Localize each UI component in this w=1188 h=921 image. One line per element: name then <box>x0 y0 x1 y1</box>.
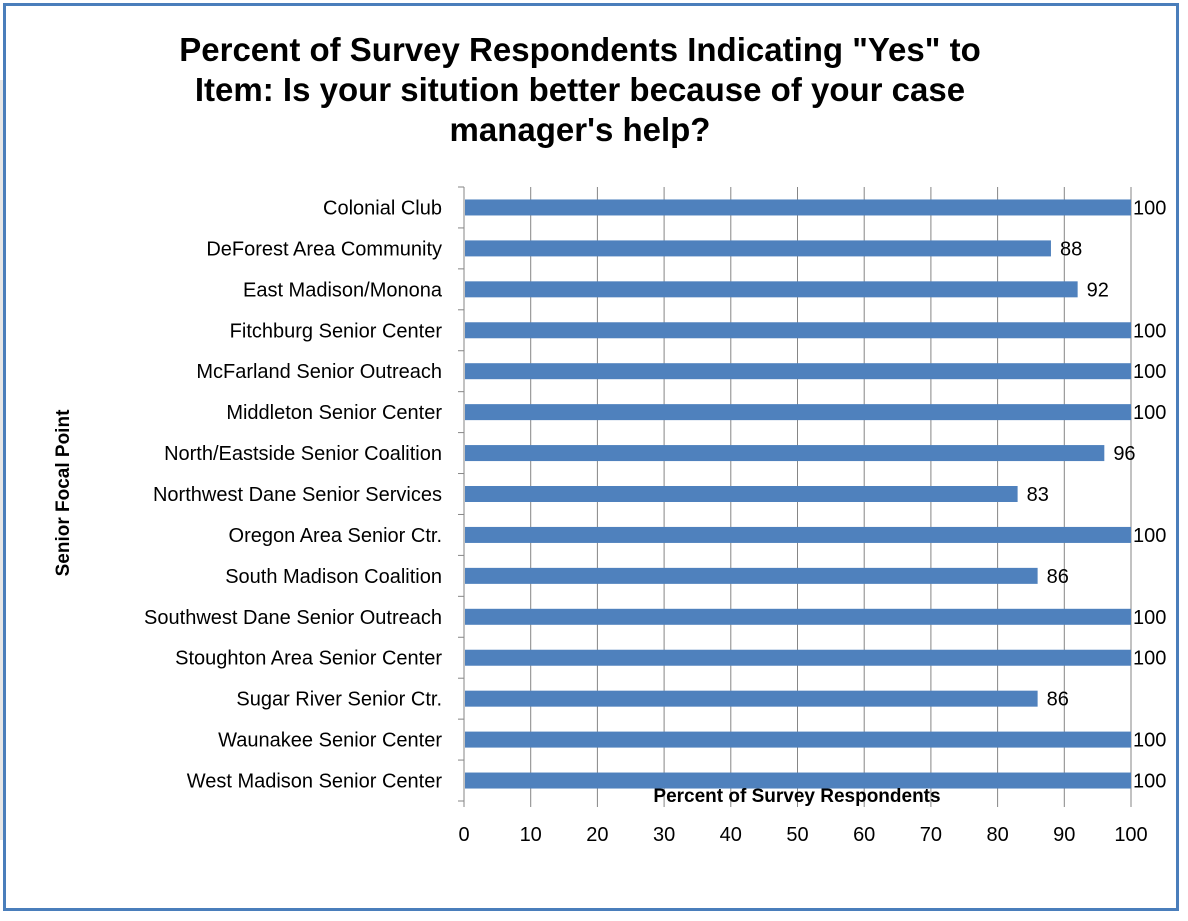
bar <box>465 281 1078 298</box>
data-label: 100 <box>1133 771 1166 793</box>
bar <box>465 772 1131 789</box>
data-label: 83 <box>1027 484 1049 506</box>
category-label: Colonial Club <box>323 197 442 219</box>
category-label: McFarland Senior Outreach <box>196 361 442 383</box>
category-label: South Madison Coalition <box>225 566 442 588</box>
data-label: 100 <box>1133 361 1166 383</box>
data-label: 88 <box>1060 238 1082 260</box>
chart-title: Percent of Survey Respondents Indicating… <box>120 30 1040 150</box>
bar <box>465 322 1131 339</box>
data-label: 100 <box>1133 730 1166 752</box>
category-label: Sugar River Senior Ctr. <box>236 689 442 711</box>
bars <box>465 199 1131 789</box>
x-tick-label: 0 <box>458 824 469 846</box>
bar <box>465 731 1131 748</box>
category-label: DeForest Area Community <box>206 238 442 260</box>
labels: 0 10 20 30 40 50 60 70 80 90 100 Colonial Club 100 De… <box>144 197 1166 846</box>
frame-shadow <box>0 80 3 840</box>
axes <box>458 186 1132 807</box>
data-label: 100 <box>1133 607 1166 629</box>
y-axis-title: Senior Focal Point <box>53 409 74 576</box>
bar <box>465 649 1131 666</box>
category-label: Southwest Dane Senior Outreach <box>144 607 442 629</box>
category-label: Waunakee Senior Center <box>218 730 442 752</box>
bar <box>465 363 1131 380</box>
bar <box>465 240 1051 257</box>
data-label: 86 <box>1047 566 1069 588</box>
category-label: Middleton Senior Center <box>226 402 442 424</box>
bar <box>465 199 1131 216</box>
data-label: 92 <box>1087 279 1109 301</box>
data-label: 86 <box>1047 689 1069 711</box>
category-label: West Madison Senior Center <box>187 771 443 793</box>
x-tick-label: 60 <box>853 824 875 846</box>
x-tick-label: 30 <box>653 824 675 846</box>
bar <box>465 690 1038 707</box>
x-tick-label: 100 <box>1114 824 1147 846</box>
category-label: Fitchburg Senior Center <box>230 320 443 342</box>
data-label: 100 <box>1133 402 1166 424</box>
category-label: North/Eastside Senior Coalition <box>164 443 442 465</box>
x-tick-label: 50 <box>786 824 808 846</box>
chart-title-line-2: Item: Is your sitution better because of… <box>194 71 966 108</box>
data-label: 100 <box>1133 320 1166 342</box>
category-label: Oregon Area Senior Ctr. <box>229 525 442 547</box>
category-label: Northwest Dane Senior Services <box>153 484 442 506</box>
x-tick-label: 40 <box>720 824 742 846</box>
x-tick-label: 20 <box>586 824 608 846</box>
bar <box>465 567 1038 584</box>
x-tick-label: 70 <box>920 824 942 846</box>
x-axis-title: Percent of Survey Respondents <box>653 786 940 807</box>
chart-title-line-3: manager's help? <box>449 111 711 148</box>
data-label: 96 <box>1113 443 1135 465</box>
bar <box>465 445 1105 462</box>
chart-title-line-1: Percent of Survey Respondents Indicating… <box>179 31 981 68</box>
bar <box>465 526 1131 543</box>
category-label: East Madison/Monona <box>243 279 443 301</box>
x-tick-label: 80 <box>986 824 1008 846</box>
bar <box>465 608 1131 625</box>
bar <box>465 486 1018 502</box>
category-label: Stoughton Area Senior Center <box>175 648 442 670</box>
bar <box>465 404 1131 421</box>
data-label: 100 <box>1133 197 1166 219</box>
data-label: 100 <box>1133 525 1166 547</box>
x-tick-label: 90 <box>1053 824 1075 846</box>
x-tick-label: 10 <box>520 824 542 846</box>
data-label: 100 <box>1133 648 1166 670</box>
